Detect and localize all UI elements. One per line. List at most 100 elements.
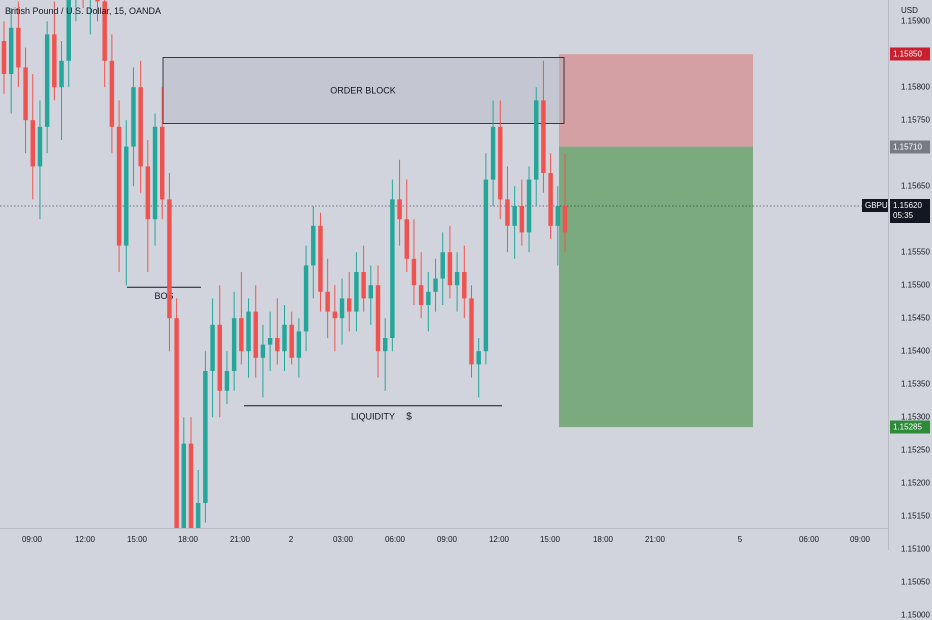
candle-body xyxy=(332,311,338,319)
candle-body xyxy=(555,206,561,226)
price-tick-label: 1.15250 xyxy=(901,445,930,455)
candle-body xyxy=(433,278,438,292)
candle-body xyxy=(325,291,330,312)
price-tick-label: 1.15300 xyxy=(901,412,930,422)
stop-price-tag: 1.15850 xyxy=(890,47,930,61)
time-tick-label: 21:00 xyxy=(229,535,251,544)
price-tick-label: 1.15350 xyxy=(901,379,930,389)
candle-body xyxy=(1,41,7,74)
candle-body xyxy=(267,338,273,345)
candle-body xyxy=(476,351,481,365)
candle-body xyxy=(354,272,359,312)
candle-body xyxy=(390,199,395,338)
candle-body xyxy=(490,126,496,180)
price-axis[interactable]: USD 1.15850 1.15710 1.15620 05:35 1.1528… xyxy=(888,0,932,620)
time-tick-label: 5 xyxy=(737,535,743,544)
price-chart[interactable]: ORDER BLOCK BOS LIQUIDITY $ xyxy=(0,0,888,528)
current-price-tag: 1.15620 05:35 xyxy=(890,199,930,223)
ticker-tag: GBPUSD xyxy=(862,199,888,212)
candle-body xyxy=(498,126,503,200)
candle-body xyxy=(375,285,381,352)
candle-body xyxy=(246,311,251,352)
candle-body xyxy=(447,252,453,286)
price-tick-label: 1.15900 xyxy=(901,16,930,26)
candle-body xyxy=(231,318,237,371)
candle-body xyxy=(505,199,510,226)
candle-body xyxy=(454,272,460,286)
chart-area[interactable]: ORDER BLOCK BOS LIQUIDITY $ British Pound /… xyxy=(0,0,888,528)
candle-body xyxy=(23,67,28,121)
candle-body xyxy=(102,1,107,61)
candle-body xyxy=(382,338,388,352)
candle-body xyxy=(469,298,474,365)
target-price-tag: 1.15285 xyxy=(890,420,930,434)
symbol-title: British Pound / U.S. Dollar, 15, OANDA xyxy=(5,6,162,16)
candle-body xyxy=(519,206,525,233)
candle-body xyxy=(44,34,50,127)
candle-body xyxy=(124,146,129,246)
candle-body xyxy=(418,285,424,305)
candle-body xyxy=(548,173,553,226)
time-tick-label: 09:00 xyxy=(849,535,871,544)
candle-body xyxy=(66,0,71,61)
candle-body xyxy=(275,338,280,352)
candle-body xyxy=(116,126,122,246)
stop-loss-zone xyxy=(559,54,753,147)
time-tick-label: 06:00 xyxy=(384,535,406,544)
candle-body xyxy=(253,311,258,358)
price-tick-label: 1.15500 xyxy=(901,280,930,290)
candle-body xyxy=(397,199,402,220)
time-tick-label: 03:00 xyxy=(332,535,354,544)
price-tick-label: 1.15400 xyxy=(901,346,930,356)
candle-body xyxy=(30,120,35,167)
time-tick-label: 18:00 xyxy=(592,535,614,544)
candle-body xyxy=(282,324,287,352)
candle-body xyxy=(440,252,445,279)
candle-body xyxy=(59,60,64,88)
candle-body xyxy=(203,371,208,503)
price-tick-label: 1.15450 xyxy=(901,313,930,323)
time-tick-label: 2 xyxy=(288,535,294,544)
candle-body xyxy=(131,87,136,147)
time-tick-label: 12:00 xyxy=(74,535,96,544)
entry-price-tag: 1.15710 xyxy=(890,140,930,154)
time-tick-label: 15:00 xyxy=(126,535,148,544)
bar-countdown: 05:35 xyxy=(893,211,914,220)
price-tick-label: 1.15750 xyxy=(901,115,930,125)
candle-body xyxy=(239,318,244,352)
candle-body xyxy=(152,126,158,220)
price-tick-label: 1.15200 xyxy=(901,478,930,488)
candle-body xyxy=(368,285,374,299)
current-price-value: 1.15620 xyxy=(893,201,922,210)
price-tick-label: 1.15050 xyxy=(901,577,930,587)
candle-body xyxy=(210,324,215,371)
candle-body xyxy=(167,199,172,319)
candle-body xyxy=(318,225,323,292)
candle-body xyxy=(483,179,489,352)
candle-body xyxy=(109,60,115,127)
candle-body xyxy=(303,265,309,332)
candle-body xyxy=(224,371,230,391)
candle-body xyxy=(217,324,222,391)
dollar-sign: $ xyxy=(406,412,412,423)
candle-body xyxy=(339,298,345,319)
candle-body xyxy=(195,503,201,528)
time-tick-label: 12:00 xyxy=(488,535,510,544)
time-tick-label: 18:00 xyxy=(177,535,199,544)
candle-body xyxy=(188,443,194,528)
candle-body xyxy=(541,100,546,173)
time-tick-label: 09:00 xyxy=(436,535,458,544)
candle-body xyxy=(404,219,409,259)
candle-body xyxy=(311,225,316,266)
candle-body xyxy=(145,166,151,220)
candle-body xyxy=(296,331,302,358)
time-tick-label: 15:00 xyxy=(539,535,561,544)
time-tick-label: 21:00 xyxy=(644,535,666,544)
candle-body xyxy=(138,87,143,167)
candle-body xyxy=(512,206,517,226)
liquidity-label: LIQUIDITY xyxy=(351,412,395,422)
candle-body xyxy=(462,272,467,299)
price-tick-label: 1.15550 xyxy=(901,247,930,257)
candle-body xyxy=(426,291,431,305)
time-axis[interactable]: 09:00 12:00 15:00 18:00 21:00 2 03:00 06:00 09:0… xyxy=(0,528,888,550)
